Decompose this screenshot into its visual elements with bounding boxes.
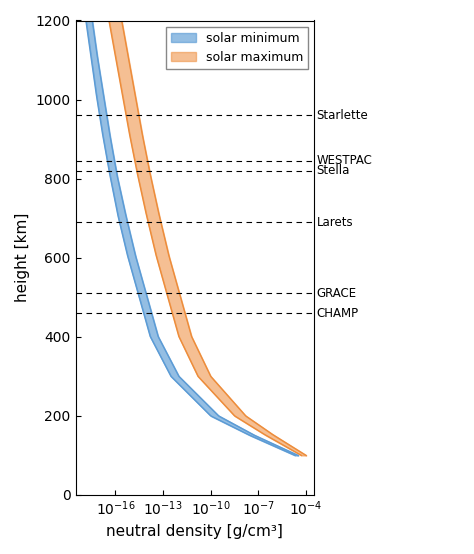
Text: Larets: Larets bbox=[317, 216, 353, 229]
Text: Starlette: Starlette bbox=[317, 109, 368, 122]
Y-axis label: height [km]: height [km] bbox=[15, 213, 30, 302]
Legend: solar minimum, solar maximum: solar minimum, solar maximum bbox=[165, 27, 308, 69]
Text: Stella: Stella bbox=[317, 164, 350, 177]
Text: CHAMP: CHAMP bbox=[317, 306, 359, 320]
Text: GRACE: GRACE bbox=[317, 287, 356, 300]
Text: WESTPAC: WESTPAC bbox=[317, 155, 373, 167]
X-axis label: neutral density [g/cm³]: neutral density [g/cm³] bbox=[106, 524, 283, 539]
